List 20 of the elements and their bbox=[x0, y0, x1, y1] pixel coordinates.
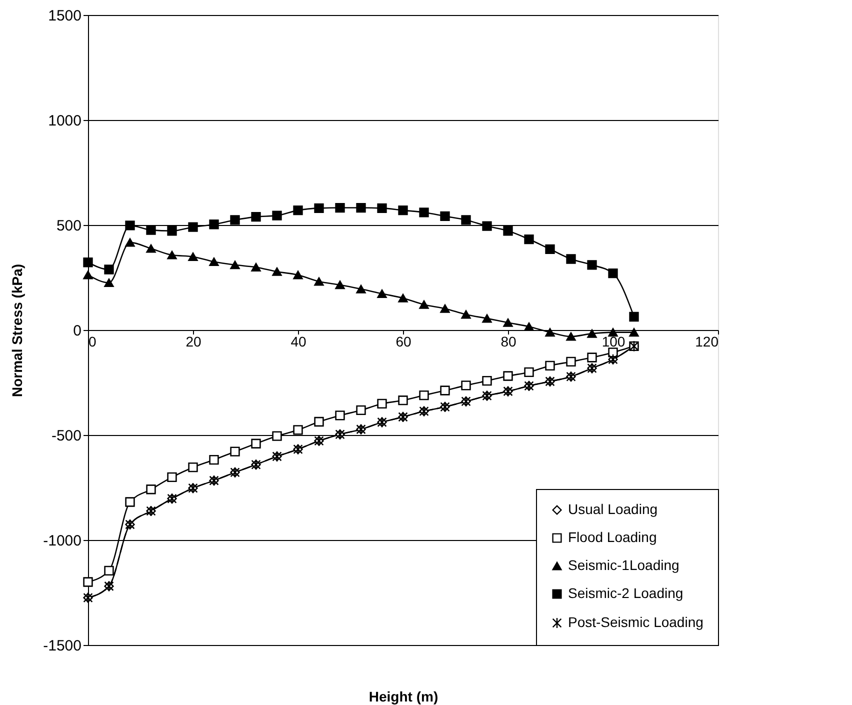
x-tick-label: 100 bbox=[602, 334, 626, 350]
y-tick-label: 1000 bbox=[48, 112, 82, 130]
x-axis-title: Height (m) bbox=[368, 688, 438, 704]
x-tick-label: 120 bbox=[695, 334, 719, 350]
legend-label: Post-Seismic Loading bbox=[568, 614, 704, 630]
y-tick-label: 1500 bbox=[48, 8, 82, 24]
x-tick-label: 0 bbox=[88, 334, 96, 350]
y-tick-label: -500 bbox=[51, 428, 82, 444]
legend-label: Usual Loading bbox=[568, 501, 658, 517]
y-tick-label: -1000 bbox=[43, 532, 82, 550]
legend-label: Seismic-2 Loading bbox=[568, 585, 684, 601]
legend-label: Seismic-1Loading bbox=[568, 557, 680, 573]
legend-label: Flood Loading bbox=[568, 529, 657, 545]
x-tick-label: 40 bbox=[290, 334, 306, 350]
y-tick-label: -1500 bbox=[43, 638, 82, 654]
y-tick-label: 500 bbox=[56, 218, 82, 234]
x-tick-label: 80 bbox=[500, 334, 516, 350]
x-tick-label: 60 bbox=[396, 334, 412, 350]
x-tick-label: 20 bbox=[186, 334, 202, 350]
y-axis-title: Normal Stress (kPa) bbox=[9, 264, 26, 398]
